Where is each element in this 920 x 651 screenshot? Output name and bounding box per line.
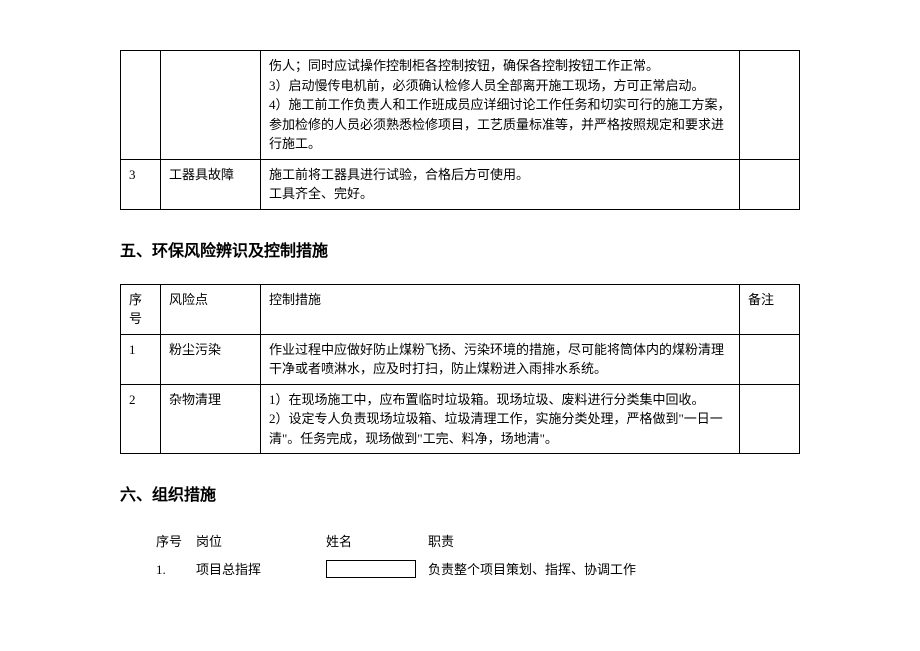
- table-row: 1 粉尘污染 作业过程中应做好防止煤粉飞扬、污染环境的措施，尽可能将筒体内的煤粉…: [121, 334, 800, 384]
- seq-cell: [121, 51, 161, 160]
- seq-cell: 2: [121, 384, 161, 454]
- measure-cell: 1）在现场施工中，应布置临时垃圾箱。现场垃圾、废料进行分类集中回收。2）设定专人…: [261, 384, 740, 454]
- risk-cell: 杂物清理: [161, 384, 261, 454]
- risk-cell: 工器具故障: [161, 159, 261, 209]
- header-name: 姓名: [320, 528, 422, 556]
- table-header-row: 序号 岗位 姓名 职责: [150, 528, 800, 556]
- seq-cell: 3: [121, 159, 161, 209]
- table-row: 3 工器具故障 施工前将工器具进行试验，合格后方可使用。工具齐全、完好。: [121, 159, 800, 209]
- measure-cell: 伤人；同时应试操作控制柜各控制按钮，确保各控制按钮工作正常。3）启动慢传电机前，…: [261, 51, 740, 160]
- risk-cell: 粉尘污染: [161, 334, 261, 384]
- name-cell-wrap: [320, 556, 422, 584]
- header-risk: 风险点: [161, 284, 261, 334]
- header-pos: 岗位: [190, 528, 320, 556]
- seq-cell: 1: [121, 334, 161, 384]
- header-seq: 序号: [121, 284, 161, 334]
- risk-cell: [161, 51, 261, 160]
- measure-cell: 施工前将工器具进行试验，合格后方可使用。工具齐全、完好。: [261, 159, 740, 209]
- org-table-wrap: 序号 岗位 姓名 职责 1. 项目总指挥 负责整个项目策划、指挥、协调工作: [120, 528, 800, 583]
- note-cell: [740, 159, 800, 209]
- section-5-title: 五、环保风险辨识及控制措施: [120, 240, 800, 264]
- table-row: 1. 项目总指挥 负责整个项目策划、指挥、协调工作: [150, 556, 800, 584]
- note-cell: [740, 384, 800, 454]
- measure-cell: 作业过程中应做好防止煤粉飞扬、污染环境的措施，尽可能将筒体内的煤粉清理干净或者喷…: [261, 334, 740, 384]
- seq-cell: 1.: [150, 556, 190, 584]
- pos-cell: 项目总指挥: [190, 556, 320, 584]
- note-cell: [740, 51, 800, 160]
- org-table: 序号 岗位 姓名 职责 1. 项目总指挥 负责整个项目策划、指挥、协调工作: [150, 528, 800, 583]
- name-cell: [326, 560, 416, 578]
- duty-cell: 负责整个项目策划、指挥、协调工作: [422, 556, 800, 584]
- table-header-row: 序号 风险点 控制措施 备注: [121, 284, 800, 334]
- table-row: 伤人；同时应试操作控制柜各控制按钮，确保各控制按钮工作正常。3）启动慢传电机前，…: [121, 51, 800, 160]
- note-cell: [740, 334, 800, 384]
- header-measure: 控制措施: [261, 284, 740, 334]
- header-duty: 职责: [422, 528, 800, 556]
- header-seq: 序号: [150, 528, 190, 556]
- env-risk-table: 序号 风险点 控制措施 备注 1 粉尘污染 作业过程中应做好防止煤粉飞扬、污染环…: [120, 284, 800, 455]
- safety-risk-table-continued: 伤人；同时应试操作控制柜各控制按钮，确保各控制按钮工作正常。3）启动慢传电机前，…: [120, 50, 800, 210]
- section-6-title: 六、组织措施: [120, 484, 800, 508]
- table-row: 2 杂物清理 1）在现场施工中，应布置临时垃圾箱。现场垃圾、废料进行分类集中回收…: [121, 384, 800, 454]
- header-note: 备注: [740, 284, 800, 334]
